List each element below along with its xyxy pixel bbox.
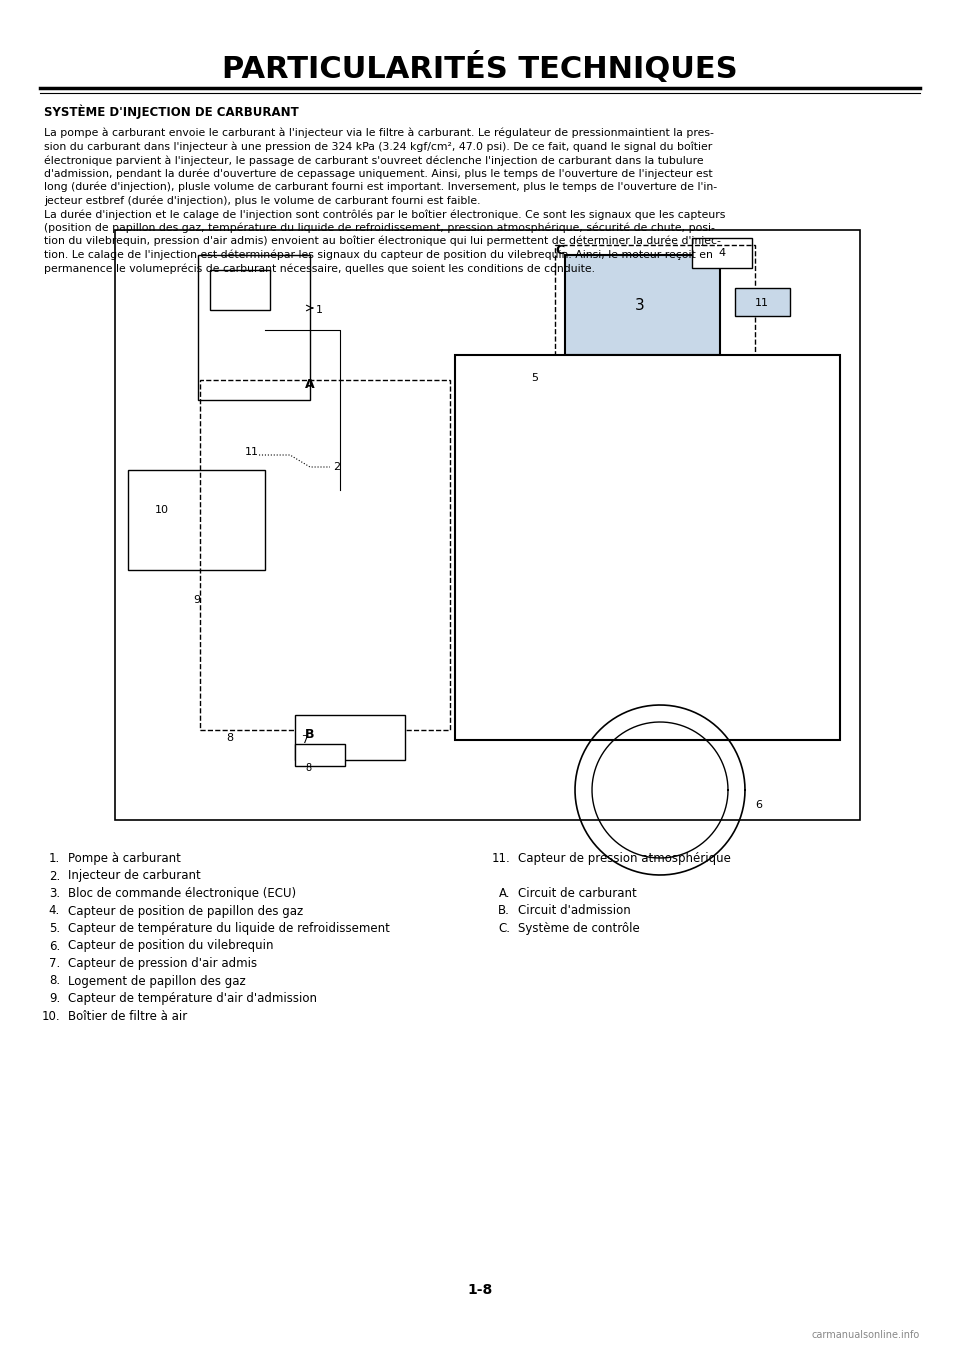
Text: Pompe à carburant: Pompe à carburant — [68, 851, 180, 865]
Text: B: B — [305, 728, 315, 741]
Bar — [555, 244, 755, 365]
Text: 1-8: 1-8 — [468, 1283, 492, 1297]
Text: Logement de papillon des gaz: Logement de papillon des gaz — [68, 975, 246, 987]
Text: 10.: 10. — [41, 1009, 60, 1023]
Text: 1.: 1. — [49, 851, 60, 865]
Text: Capteur de température d'air d'admission: Capteur de température d'air d'admission — [68, 991, 317, 1005]
Text: 4.: 4. — [49, 904, 60, 918]
Text: long (durée d'injection), plusle volume de carburant fourni est important. Inver: long (durée d'injection), plusle volume … — [44, 182, 717, 193]
Text: La pompe à carburant envoie le carburant à l'injecteur via le filtre à carburant: La pompe à carburant envoie le carburant… — [44, 128, 714, 139]
Text: 3: 3 — [636, 297, 645, 312]
Text: carmanualsonline.info: carmanualsonline.info — [812, 1329, 920, 1340]
Text: C: C — [556, 243, 564, 257]
Text: 8: 8 — [227, 733, 233, 743]
Text: 7: 7 — [301, 735, 308, 746]
Text: d'admission, pendant la durée d'ouverture de cepassage uniquement. Ainsi, plus l: d'admission, pendant la durée d'ouvertur… — [44, 168, 712, 179]
Bar — [115, 230, 860, 820]
Bar — [128, 470, 265, 570]
Bar — [295, 744, 345, 766]
Text: 8.: 8. — [49, 975, 60, 987]
Bar — [295, 716, 405, 760]
Text: Capteur de position du vilebrequin: Capteur de position du vilebrequin — [68, 940, 274, 952]
Bar — [565, 255, 720, 354]
Text: jecteur estbref (durée d'injection), plus le volume de carburant fourni est faib: jecteur estbref (durée d'injection), plu… — [44, 196, 481, 206]
Text: Boîtier de filtre à air: Boîtier de filtre à air — [68, 1009, 187, 1023]
Bar — [692, 238, 752, 268]
Text: 1: 1 — [316, 306, 323, 315]
Text: Capteur de pression atmosphérique: Capteur de pression atmosphérique — [518, 851, 731, 865]
Text: A.: A. — [498, 887, 510, 900]
Text: 10: 10 — [155, 505, 169, 515]
Text: 4: 4 — [718, 249, 726, 258]
Text: SYSTÈME D'INJECTION DE CARBURANT: SYSTÈME D'INJECTION DE CARBURANT — [44, 105, 299, 120]
Text: tion du vilebrequin, pression d'air admis) envoient au boîtier électronique qui : tion du vilebrequin, pression d'air admi… — [44, 236, 721, 247]
Text: 6.: 6. — [49, 940, 60, 952]
Text: 11: 11 — [755, 297, 769, 308]
Text: Capteur de pression d'air admis: Capteur de pression d'air admis — [68, 957, 257, 970]
Bar — [198, 255, 310, 401]
Text: 8: 8 — [305, 763, 311, 773]
Bar — [210, 270, 270, 310]
Text: B.: B. — [498, 904, 510, 918]
Text: sion du carburant dans l'injecteur à une pression de 324 kPa (3.24 kgf/cm², 47.0: sion du carburant dans l'injecteur à une… — [44, 141, 712, 152]
Text: 5.: 5. — [49, 922, 60, 936]
Text: Bloc de commande électronique (ECU): Bloc de commande électronique (ECU) — [68, 887, 296, 900]
Text: 7.: 7. — [49, 957, 60, 970]
Text: C.: C. — [498, 922, 510, 936]
Text: Circuit de carburant: Circuit de carburant — [518, 887, 636, 900]
Text: Injecteur de carburant: Injecteur de carburant — [68, 869, 201, 883]
Text: tion. Le calage de l'injection est déterminépar les signaux du capteur de positi: tion. Le calage de l'injection est déter… — [44, 250, 713, 259]
Text: Circuit d'admission: Circuit d'admission — [518, 904, 631, 918]
Text: électronique parvient à l'injecteur, le passage de carburant s'ouvreet déclenche: électronique parvient à l'injecteur, le … — [44, 155, 704, 166]
Text: permanence le volumeprécis de carburant nécessaire, quelles que soient les condi: permanence le volumeprécis de carburant … — [44, 263, 595, 273]
Text: 11: 11 — [245, 447, 259, 458]
Text: 11.: 11. — [492, 851, 510, 865]
Text: 3.: 3. — [49, 887, 60, 900]
Text: Capteur de température du liquide de refroidissement: Capteur de température du liquide de ref… — [68, 922, 390, 936]
Text: 9.: 9. — [49, 991, 60, 1005]
Text: 5: 5 — [532, 373, 539, 383]
Text: (position de papillon des gaz, température du liquide de refroidissement, pressi: (position de papillon des gaz, températu… — [44, 223, 715, 234]
Bar — [200, 380, 450, 731]
Text: 2: 2 — [333, 462, 341, 473]
Text: 9: 9 — [193, 595, 201, 606]
Text: 2.: 2. — [49, 869, 60, 883]
Text: A: A — [305, 379, 315, 391]
Text: Système de contrôle: Système de contrôle — [518, 922, 639, 936]
Text: 6: 6 — [755, 800, 762, 809]
Text: La durée d'injection et le calage de l'injection sont contrôlés par le boîtier é: La durée d'injection et le calage de l'i… — [44, 209, 726, 220]
Bar — [735, 288, 790, 316]
Text: PARTICULARITÉS TECHNIQUES: PARTICULARITÉS TECHNIQUES — [222, 52, 738, 84]
Bar — [455, 354, 840, 740]
Text: Capteur de position de papillon des gaz: Capteur de position de papillon des gaz — [68, 904, 303, 918]
